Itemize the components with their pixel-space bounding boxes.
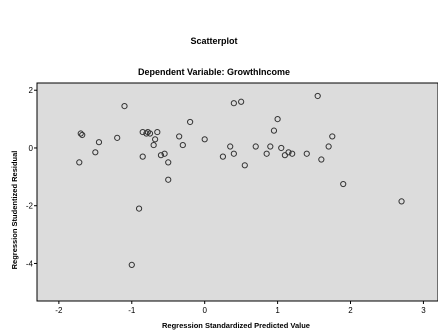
data-point xyxy=(285,149,292,156)
data-point xyxy=(187,118,194,126)
data-point xyxy=(340,180,347,188)
data-point xyxy=(230,150,237,157)
y-axis-label: Regression Studentized Residual xyxy=(10,151,19,270)
data-point xyxy=(314,92,321,100)
data-point xyxy=(274,115,281,123)
data-point xyxy=(227,143,234,150)
x-tick-label: 3 xyxy=(421,306,426,315)
data-point xyxy=(263,150,270,157)
data-point xyxy=(398,198,405,205)
data-point xyxy=(76,159,83,166)
data-point xyxy=(121,102,128,110)
data-points xyxy=(76,92,405,269)
data-point xyxy=(139,153,146,160)
data-point xyxy=(165,159,172,166)
data-point xyxy=(128,261,135,269)
data-point xyxy=(92,149,99,156)
data-point xyxy=(152,136,159,143)
data-point xyxy=(289,150,296,157)
data-point xyxy=(270,127,278,134)
data-point xyxy=(238,98,245,105)
data-point xyxy=(179,141,186,149)
data-point xyxy=(201,136,208,143)
data-point xyxy=(165,176,172,183)
y-axis-ticks: 2 0 -2 -4 xyxy=(26,86,37,268)
data-point xyxy=(79,131,86,139)
data-point xyxy=(157,152,165,159)
data-point xyxy=(154,128,161,136)
x-tick-label: -1 xyxy=(128,306,136,315)
data-point xyxy=(135,205,143,212)
data-point xyxy=(267,143,274,150)
data-point xyxy=(325,143,332,150)
data-point xyxy=(114,134,121,141)
data-point xyxy=(161,150,168,157)
y-tick-label: 0 xyxy=(29,144,34,153)
y-tick-label: -4 xyxy=(26,259,34,268)
y-tick-label: -2 xyxy=(26,202,34,211)
data-point xyxy=(77,130,84,137)
data-point xyxy=(318,156,325,163)
data-point xyxy=(230,100,237,107)
data-point xyxy=(150,141,157,149)
y-tick-label: 2 xyxy=(29,86,34,95)
data-point xyxy=(241,162,248,169)
plot-area xyxy=(36,82,438,302)
data-point xyxy=(252,143,259,150)
x-tick-label: 2 xyxy=(348,306,353,315)
data-point xyxy=(146,130,154,137)
chart-subtitle: Dependent Variable: GrowthIncome xyxy=(138,67,290,77)
x-tick-label: 1 xyxy=(275,306,280,315)
x-tick-label: 0 xyxy=(202,306,207,315)
x-axis-label: Regression Standardized Predicted Value xyxy=(162,321,310,330)
data-point xyxy=(303,150,310,157)
data-point xyxy=(329,133,336,140)
x-tick-label: -2 xyxy=(55,306,63,315)
chart-title: Scatterplot xyxy=(190,36,237,46)
data-point xyxy=(176,133,183,140)
data-point xyxy=(95,139,103,146)
x-axis-ticks: -2 -1 0 1 2 3 xyxy=(55,301,426,315)
data-point xyxy=(219,153,227,160)
data-point xyxy=(278,144,285,152)
data-point xyxy=(143,130,150,137)
